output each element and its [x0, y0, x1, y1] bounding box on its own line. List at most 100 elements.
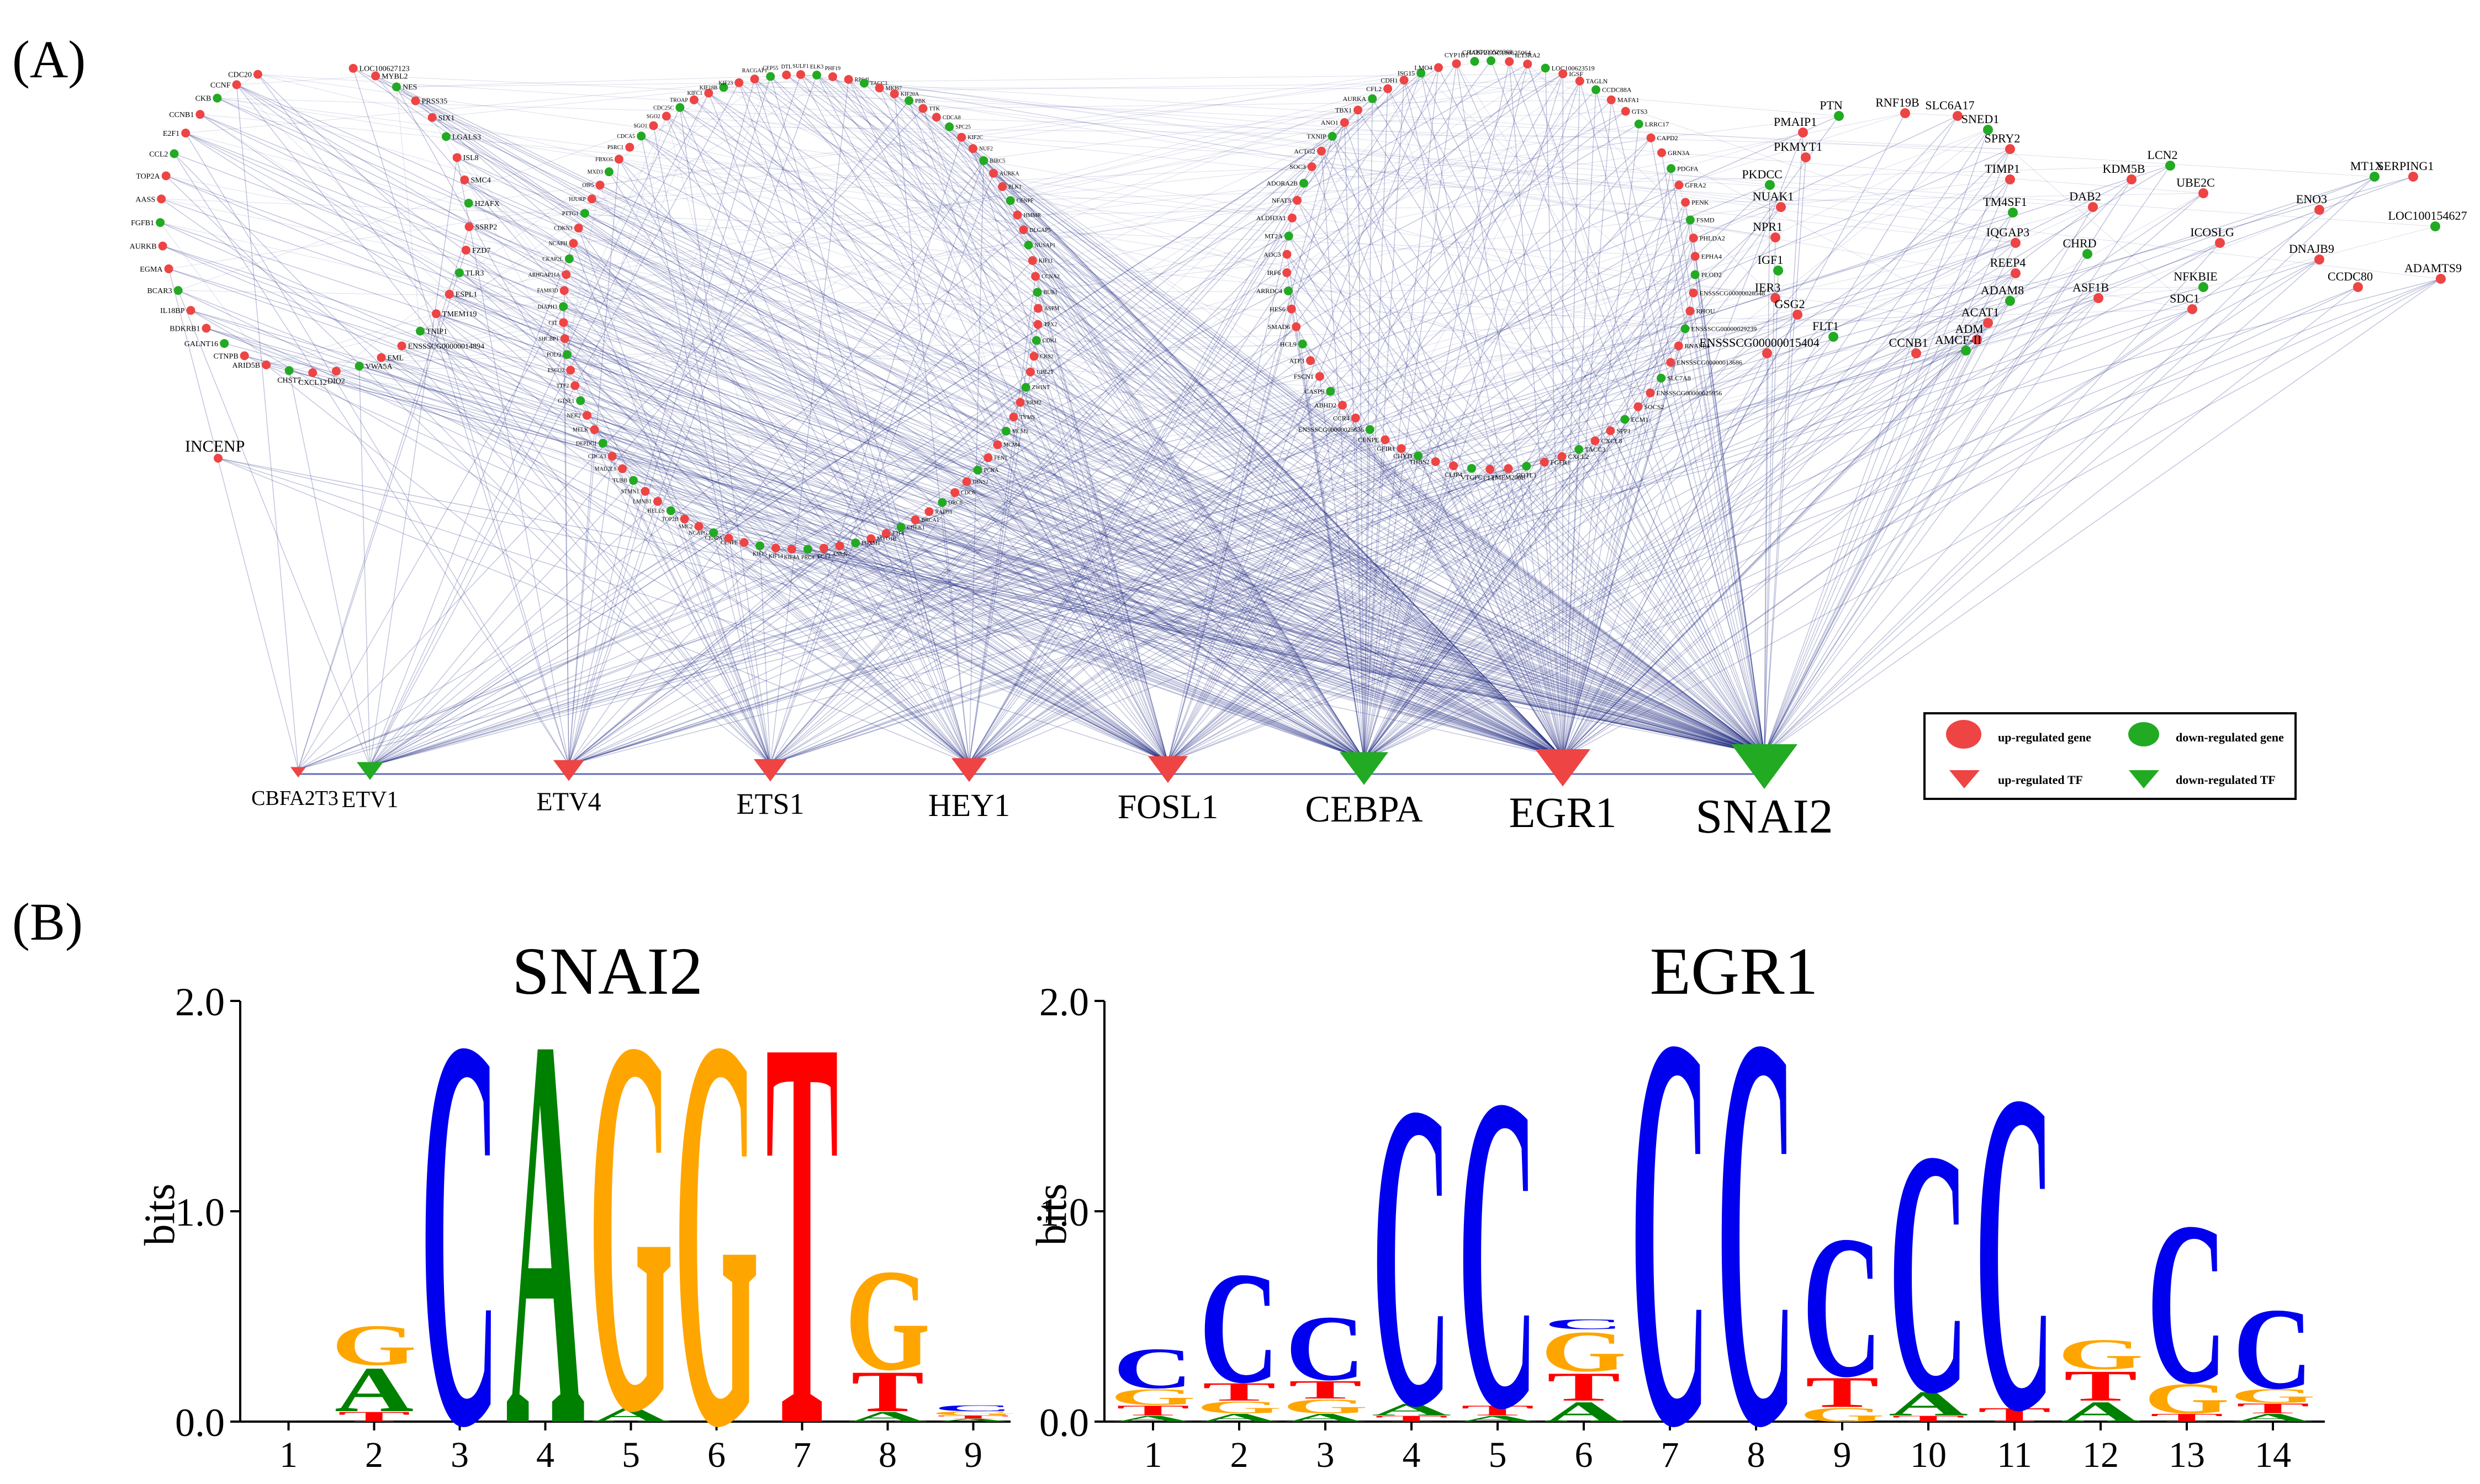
edge: [236, 84, 1168, 762]
edge: [1363, 67, 1439, 760]
edge: [1167, 309, 1292, 762]
edge: [770, 176, 2414, 765]
edge: [915, 519, 1563, 758]
gene-label: PBK: [915, 98, 926, 104]
logo-glyph: A: [506, 920, 585, 1484]
edge: [563, 306, 569, 765]
gene-node: [397, 341, 406, 351]
gene-node: [377, 353, 386, 362]
gene-node: [284, 366, 294, 375]
edge: [1694, 256, 1765, 755]
gene-label: NEK2: [567, 413, 581, 419]
edge: [298, 108, 924, 770]
logo-letter-G: G: [2230, 1385, 2315, 1407]
edge: [680, 107, 1776, 299]
edge: [618, 158, 1765, 755]
edge: [1006, 431, 1563, 758]
logo-letter-C: C: [1372, 1013, 1451, 1484]
gene-label: ENSSSCG00000028548: [1700, 289, 1765, 297]
edge: [420, 258, 570, 332]
edge: [1420, 73, 1563, 758]
logo-letter-T: T: [851, 1360, 924, 1424]
edge: [236, 84, 1563, 758]
edge: [1295, 326, 1365, 760]
logo-letter-A: A: [934, 1418, 1013, 1423]
edge: [900, 527, 970, 764]
gene-label: CKAP2L: [542, 256, 563, 262]
edge: [563, 306, 1365, 760]
edge: [602, 443, 1365, 760]
gene-label: PRSS35: [421, 98, 447, 106]
edge: [1344, 111, 1626, 123]
edge: [570, 369, 1168, 762]
edge: [969, 242, 2220, 764]
edge: [839, 545, 1765, 755]
edge: [436, 76, 833, 314]
gene-node: [1504, 464, 1513, 473]
edge: [206, 327, 1765, 755]
gene-node: [1431, 457, 1440, 467]
gene-node: [1307, 162, 1316, 172]
edge: [1363, 206, 2093, 760]
edge: [568, 456, 613, 765]
gene-label: IER3: [1755, 280, 1780, 294]
edge: [1764, 129, 1989, 755]
gene-label: ABHD2: [1314, 401, 1336, 409]
edge: [908, 100, 1007, 432]
gene-node: [1487, 56, 1495, 65]
gene-node: [1792, 310, 1802, 320]
edge: [1562, 431, 1611, 758]
edge: [1689, 311, 1765, 755]
edge: [708, 93, 1365, 760]
gene-node: [1689, 288, 1698, 298]
edge: [1562, 202, 1686, 758]
gene-label: PDGFA: [1677, 165, 1699, 172]
gene-node: [1674, 181, 1684, 190]
edge: [568, 74, 801, 765]
gene-label: CDC6: [961, 490, 975, 496]
gene-label: CHRD: [2063, 236, 2096, 250]
tf-label-cbfa2t3: CBFA2T3: [251, 787, 339, 810]
edge: [369, 287, 2204, 767]
edge: [217, 98, 1765, 755]
edge: [568, 75, 817, 765]
edge: [1435, 461, 1563, 758]
gene-node: [1900, 108, 1910, 118]
edge: [1363, 439, 1386, 760]
gene-label: KIF14: [769, 554, 783, 560]
gene-node: [828, 72, 837, 81]
gene-label: NUAK1: [1753, 189, 1794, 203]
edge: [568, 124, 1640, 765]
edge: [1363, 242, 2220, 760]
edge: [578, 227, 771, 765]
edge: [641, 135, 1662, 379]
edge: [1694, 274, 1765, 755]
edge: [1357, 109, 1765, 755]
gene-node: [1575, 76, 1584, 86]
gene-label: CCNA2: [1041, 274, 1060, 280]
edge: [969, 429, 1371, 764]
edge: [1291, 309, 1365, 760]
y-tick-label: 2.0: [175, 980, 225, 1024]
edge: [432, 76, 833, 118]
edge: [1764, 179, 2132, 755]
gene-label: PSRC1: [607, 145, 623, 151]
gene-node: [564, 254, 574, 263]
edge: [1595, 298, 2099, 441]
edge: [446, 136, 776, 548]
edge: [713, 532, 771, 765]
gene-node: [170, 149, 179, 158]
edge: [901, 527, 1563, 758]
edge: [1562, 300, 2011, 758]
edge: [1167, 314, 1798, 762]
logo-glyph: A: [1286, 1411, 1365, 1424]
edge: [568, 372, 1031, 765]
gene-node: [392, 82, 401, 92]
edge: [1344, 122, 1563, 758]
gene-label: CCL2: [149, 150, 168, 158]
edge: [1562, 328, 1686, 758]
gene-node: [1416, 68, 1426, 78]
gene-label: PLOD2: [1701, 271, 1722, 279]
edge: [569, 258, 1563, 758]
